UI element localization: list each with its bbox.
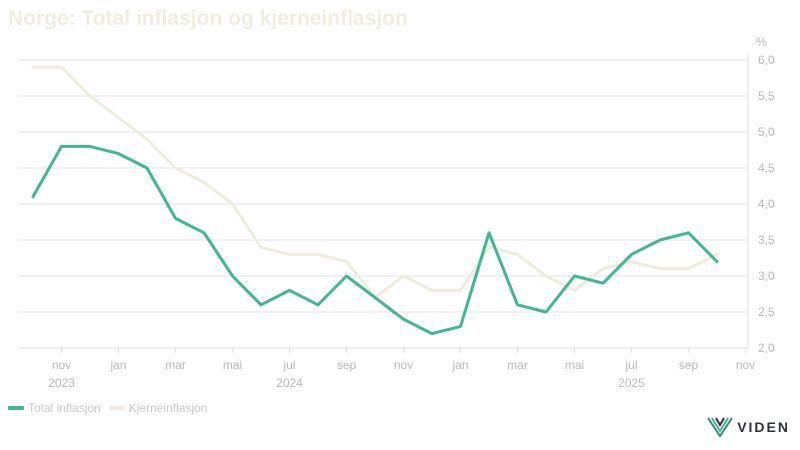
y-tick-label: 2,0 <box>758 341 775 355</box>
series-line-total-inflasjon[interactable] <box>31 144 719 336</box>
x-tick-label: jul <box>624 358 637 372</box>
x-tick-label: jan <box>451 358 468 372</box>
brand-logo: VIDEN <box>707 416 790 438</box>
x-tick-label: jul <box>282 358 295 372</box>
y-tick-label: 4,0 <box>758 197 775 211</box>
x-year-label: 2024 <box>276 376 303 390</box>
y-tick-label: 2,5 <box>758 305 775 319</box>
x-tick-label: sep <box>679 358 699 372</box>
series-group <box>31 65 719 336</box>
y-tick-label: 3,0 <box>758 269 775 283</box>
y-tick-label: 3,5 <box>758 233 775 247</box>
legend-label-total: Total inflasjon <box>28 401 101 415</box>
legend-item-total[interactable]: Total inflasjon <box>8 401 101 415</box>
x-tick-label: nov <box>736 358 755 372</box>
legend: Total inflasjon Kjerneinflasjon <box>8 401 207 415</box>
y-tick-label: 4,5 <box>758 161 775 175</box>
y-tick-label: 6,0 <box>758 53 775 67</box>
grid <box>18 59 748 349</box>
legend-item-core[interactable]: Kjerneinflasjon <box>108 401 208 415</box>
x-tick-label: mai <box>565 358 584 372</box>
x-tick-label: nov <box>394 358 413 372</box>
x-tick-label: nov <box>52 358 71 372</box>
x-tick-label: mai <box>223 358 242 372</box>
legend-swatch-total <box>8 406 24 410</box>
series-line-kjerneinflasjon[interactable] <box>31 65 719 300</box>
x-year-label: 2025 <box>618 376 645 390</box>
y-unit-label: % <box>756 35 767 49</box>
brand-name: VIDEN <box>737 419 790 435</box>
x-tick-label: mar <box>507 358 528 372</box>
y-tick-label: 5,5 <box>758 89 775 103</box>
legend-label-core: Kjerneinflasjon <box>128 401 208 415</box>
x-year-label: 2023 <box>48 376 75 390</box>
x-tick-label: sep <box>337 358 357 372</box>
chart-title: Norge: Total inflasjon og kjerneinflasjo… <box>8 7 408 30</box>
y-tick-label: 5,0 <box>758 125 775 139</box>
x-tick-label: mar <box>165 358 186 372</box>
viden-logo-icon <box>707 417 734 438</box>
x-tick-label: jan <box>109 358 126 372</box>
legend-swatch-core <box>108 406 125 410</box>
